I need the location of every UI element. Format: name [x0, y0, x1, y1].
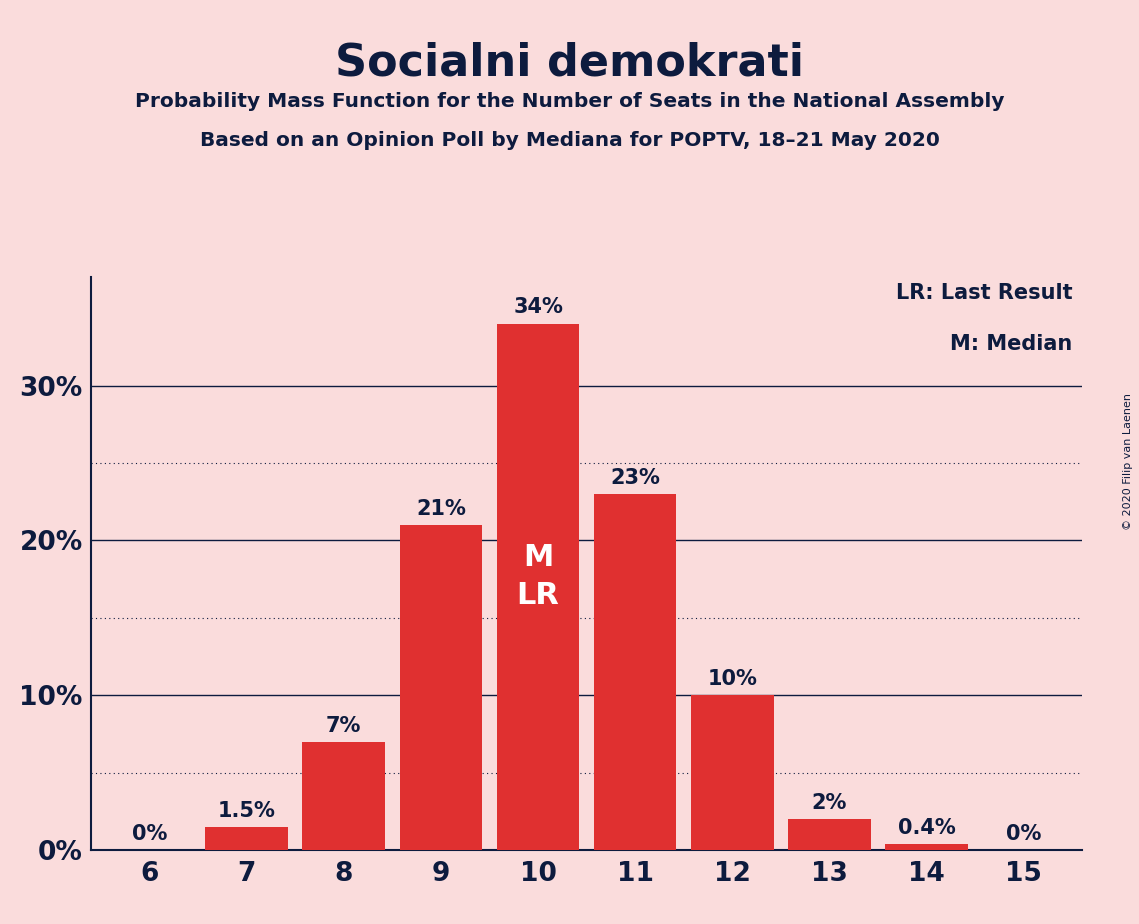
Text: 21%: 21% — [416, 499, 466, 518]
Text: LR: Last Result: LR: Last Result — [895, 283, 1072, 303]
Text: 1.5%: 1.5% — [218, 801, 276, 821]
Text: 0%: 0% — [1006, 824, 1041, 844]
Text: M
LR: M LR — [517, 542, 559, 610]
Text: 2%: 2% — [812, 793, 847, 813]
Text: Based on an Opinion Poll by Mediana for POPTV, 18–21 May 2020: Based on an Opinion Poll by Mediana for … — [199, 131, 940, 151]
Bar — [400, 525, 482, 850]
Text: 0.4%: 0.4% — [898, 818, 956, 838]
Bar — [691, 695, 773, 850]
Bar — [303, 742, 385, 850]
Bar — [593, 494, 677, 850]
Text: © 2020 Filip van Laenen: © 2020 Filip van Laenen — [1123, 394, 1133, 530]
Text: 10%: 10% — [707, 669, 757, 689]
Bar — [788, 819, 870, 850]
Text: Socialni demokrati: Socialni demokrati — [335, 42, 804, 85]
Text: 34%: 34% — [513, 298, 563, 318]
Bar — [205, 827, 288, 850]
Text: 0%: 0% — [132, 824, 167, 844]
Bar — [497, 323, 580, 850]
Text: Probability Mass Function for the Number of Seats in the National Assembly: Probability Mass Function for the Number… — [134, 92, 1005, 112]
Text: 7%: 7% — [326, 715, 361, 736]
Text: 23%: 23% — [611, 468, 661, 488]
Text: M: Median: M: Median — [950, 334, 1072, 355]
Bar — [885, 844, 968, 850]
